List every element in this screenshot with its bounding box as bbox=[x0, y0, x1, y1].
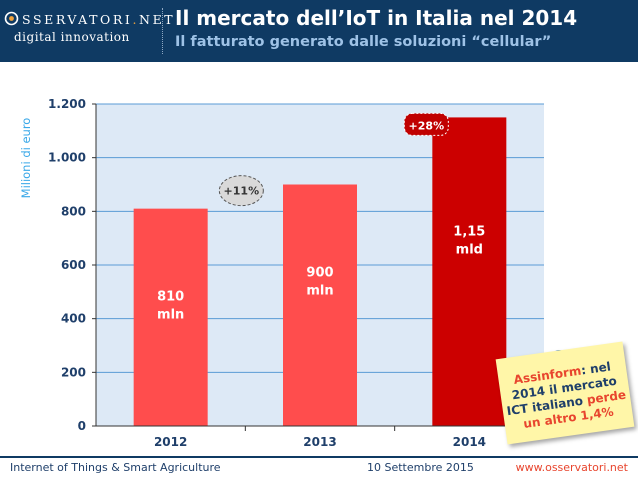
sticky-note-text: Assinform: nel 2014 il mercato ICT itali… bbox=[498, 357, 633, 434]
bar-value-label: 1,15 bbox=[453, 224, 485, 239]
footer-divider bbox=[0, 456, 638, 458]
sticky-note: Assinform: nel 2014 il mercato ICT itali… bbox=[495, 341, 635, 445]
y-axis-label: Milioni di euro bbox=[19, 117, 33, 199]
page-title: Il mercato dell’IoT in Italia nel 2014 bbox=[175, 6, 578, 30]
logo-net: NET bbox=[139, 12, 176, 27]
header-banner: SSERVATORI.NET digital innovation Il mer… bbox=[0, 0, 638, 62]
logo-o-icon bbox=[4, 11, 19, 26]
logo-wordmark: SSERVATORI.NET bbox=[8, 12, 175, 27]
bar-2013 bbox=[283, 184, 357, 426]
bar-chart: 0 200 400 600 800 1.000 1.200 810 mln 2012 900 mln 2… bbox=[48, 97, 544, 449]
bar-2012 bbox=[133, 208, 208, 426]
footer-event: Internet of Things & Smart Agriculture bbox=[10, 461, 221, 474]
y-tick-label: 400 bbox=[61, 312, 86, 326]
header-divider bbox=[162, 8, 163, 54]
x-tick-label: 2014 bbox=[453, 435, 486, 449]
bar-2014 bbox=[432, 117, 507, 426]
y-tick-label: 600 bbox=[61, 258, 86, 272]
growth-badge-2013 bbox=[218, 175, 264, 207]
x-tick-label: 2012 bbox=[154, 435, 187, 449]
footer-date: 10 Settembre 2015 bbox=[367, 461, 474, 474]
y-tick-label: 200 bbox=[61, 365, 86, 379]
y-tick-label: 1.000 bbox=[48, 151, 86, 165]
bar-unit-label: mln bbox=[306, 284, 333, 299]
bar-unit-label: mld bbox=[456, 242, 483, 257]
growth-label-2013: +11% bbox=[224, 185, 260, 198]
y-tick-label: 1.200 bbox=[48, 97, 86, 111]
growth-badge-2014 bbox=[403, 112, 449, 136]
growth-label-2014: +28% bbox=[409, 119, 445, 132]
bar-value-label: 810 bbox=[157, 290, 184, 305]
logo-name: SSERVATORI bbox=[22, 12, 133, 27]
x-tick-label: 2013 bbox=[303, 435, 336, 449]
page-subtitle: Il fatturato generato dalle soluzioni “c… bbox=[175, 34, 552, 50]
logo-dot: . bbox=[132, 12, 140, 27]
footer-website-link[interactable]: www.osservatori.net bbox=[515, 461, 628, 474]
bar-unit-label: mln bbox=[157, 308, 184, 323]
bar-value-label: 900 bbox=[306, 266, 333, 281]
logo-tagline: digital innovation bbox=[14, 30, 130, 44]
y-tick-label: 0 bbox=[78, 419, 86, 433]
y-tick-label: 800 bbox=[61, 204, 86, 218]
